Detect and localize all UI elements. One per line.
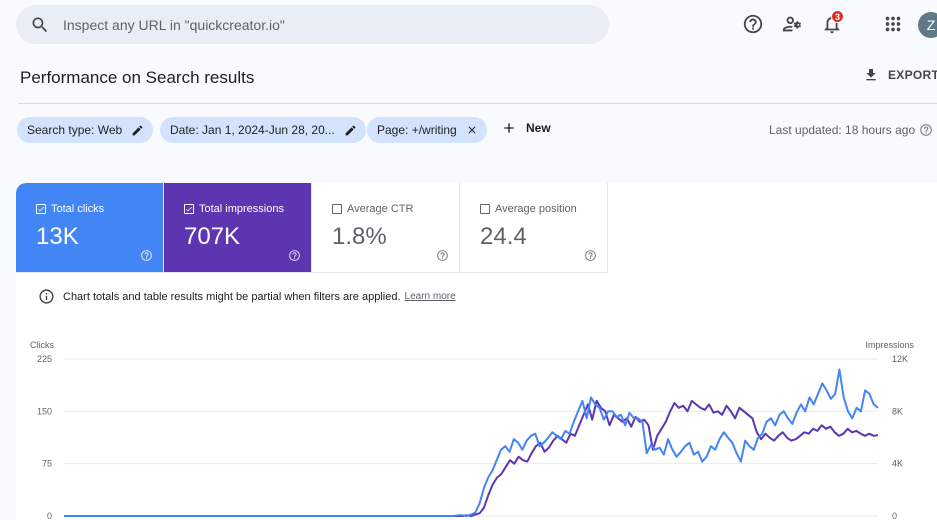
metric-label: Total clicks <box>51 203 105 215</box>
left-axis-tick-label: 150 <box>37 406 52 416</box>
right-axis-tick-label: 4K <box>892 459 903 469</box>
filter-chip-label: Date: Jan 1, 2024-Jun 28, 20... <box>170 123 335 137</box>
top-bar: 3 Z <box>0 0 937 50</box>
metric-label: Total impressions <box>199 203 284 215</box>
apps-grid-icon[interactable] <box>882 13 904 35</box>
edit-pencil-icon[interactable] <box>131 124 144 137</box>
page-title: Performance on Search results <box>20 68 255 87</box>
help-icon[interactable] <box>584 249 597 262</box>
metric-average-ctr[interactable]: Average CTR 1.8% <box>312 183 460 273</box>
metric-value: 24.4 <box>480 223 527 250</box>
search-input[interactable] <box>63 16 543 33</box>
export-button[interactable]: EXPORT <box>863 67 937 83</box>
manage-users-icon[interactable] <box>782 13 804 35</box>
right-axis-tick-label: 12K <box>892 354 908 364</box>
right-axis-tick-label: 8K <box>892 406 903 416</box>
notice-text: Chart totals and table results might be … <box>63 290 401 303</box>
learn-more-link[interactable]: Learn more <box>404 291 456 302</box>
checkbox-unchecked-icon[interactable] <box>480 204 490 214</box>
info-icon <box>39 289 54 304</box>
metric-label: Average CTR <box>347 203 414 215</box>
filter-chip-page[interactable]: Page: +/writing <box>367 117 487 143</box>
metric-average-position[interactable]: Average position 24.4 <box>460 183 608 273</box>
filter-chip-label: Page: +/writing <box>377 123 457 137</box>
new-filter-button[interactable]: New <box>501 120 551 136</box>
new-filter-label: New <box>526 121 551 135</box>
help-icon[interactable] <box>742 13 764 35</box>
last-updated-info: Last updated: 18 hours ago <box>769 123 933 137</box>
performance-card: Total clicks 13K Total impressions 707K … <box>16 183 937 520</box>
filter-chip-search-type[interactable]: Search type: Web <box>17 117 154 143</box>
help-icon[interactable] <box>436 249 449 262</box>
performance-line-chart: Clicks Impressions 225 12K 150 8K 75 4K 0 0 <box>30 340 915 520</box>
metric-total-clicks[interactable]: Total clicks 13K <box>16 183 164 273</box>
plus-icon <box>504 123 514 133</box>
search-icon <box>32 17 48 32</box>
series-line-total-impressions <box>64 399 879 517</box>
checkbox-checked-icon[interactable] <box>184 204 194 214</box>
account-avatar[interactable]: Z <box>918 12 937 38</box>
partial-results-notice: Chart totals and table results might be … <box>38 288 456 305</box>
close-icon[interactable] <box>466 124 478 136</box>
last-updated-text: Last updated: 18 hours ago <box>769 123 916 137</box>
left-axis-title: Clicks <box>30 340 54 350</box>
series-line-total-clicks <box>64 368 879 517</box>
download-icon <box>866 69 876 81</box>
export-label: EXPORT <box>888 68 937 82</box>
metric-value: 707K <box>184 223 241 250</box>
metric-label: Average position <box>495 203 577 215</box>
right-axis-title: Impressions <box>865 340 914 350</box>
help-icon[interactable] <box>919 123 933 137</box>
filter-chip-label: Search type: Web <box>27 123 123 137</box>
checkbox-unchecked-icon[interactable] <box>332 204 342 214</box>
help-icon[interactable] <box>140 249 153 262</box>
header-divider <box>18 103 937 104</box>
right-axis-tick-label: 0 <box>892 511 897 520</box>
url-inspection-search[interactable] <box>16 5 609 44</box>
edit-pencil-icon[interactable] <box>344 124 357 137</box>
help-icon[interactable] <box>288 249 301 262</box>
metric-total-impressions[interactable]: Total impressions 707K <box>164 183 312 273</box>
notification-count-badge: 3 <box>831 10 844 23</box>
left-axis-tick-label: 0 <box>47 511 52 520</box>
metric-value: 13K <box>36 223 79 250</box>
checkbox-checked-icon[interactable] <box>36 204 46 214</box>
left-axis-tick-label: 225 <box>37 354 52 364</box>
metric-value: 1.8% <box>332 223 387 250</box>
filter-chip-date[interactable]: Date: Jan 1, 2024-Jun 28, 20... <box>160 117 366 143</box>
left-axis-tick-label: 75 <box>42 459 52 469</box>
